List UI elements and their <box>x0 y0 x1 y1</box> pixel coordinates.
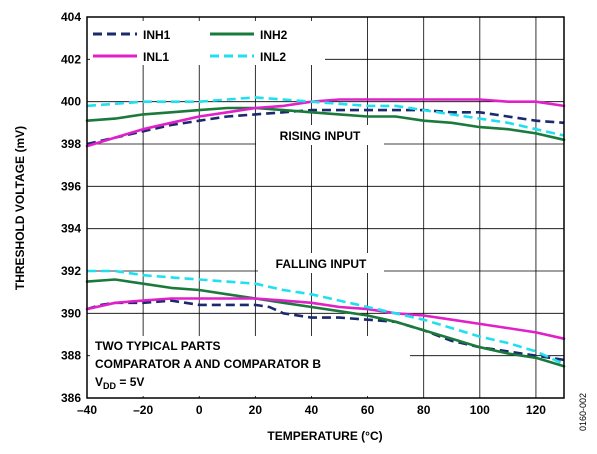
x-tick-label: –20 <box>133 403 153 417</box>
y-tick-label: 404 <box>61 10 81 24</box>
x-tick-label: 20 <box>249 403 263 417</box>
legend-background <box>90 21 325 65</box>
x-tick-label: 100 <box>470 403 490 417</box>
legend-label-inh2: INH2 <box>260 28 288 42</box>
x-tick-label: 60 <box>361 403 375 417</box>
legend: INH1 INH2 INL1 INL2 <box>90 21 325 65</box>
falling-label-background <box>258 253 384 273</box>
falling-input-label: FALLING INPUT <box>276 257 367 271</box>
y-tick-label: 400 <box>61 95 81 109</box>
figure-id: 0160-002 <box>578 393 588 431</box>
note-rest: = 5V <box>116 375 144 389</box>
y-tick-label: 392 <box>61 264 81 278</box>
series-line-inh2 <box>85 106 566 142</box>
x-tick-label: 0 <box>196 403 203 417</box>
y-axis-title: THRESHOLD VOLTAGE (mV) <box>13 126 27 290</box>
y-tick-label: 394 <box>61 222 81 236</box>
note-line-1: TWO TYPICAL PARTS <box>95 339 221 353</box>
x-axis-title: TEMPERATURE (°C) <box>267 429 382 443</box>
note-v: V <box>95 375 103 389</box>
series-line-inl1 <box>85 98 566 148</box>
y-tick-label: 398 <box>61 137 81 151</box>
y-tick-label: 402 <box>61 52 81 66</box>
legend-label-inh1: INH1 <box>143 28 171 42</box>
series-line-inh2 <box>85 278 566 368</box>
y-tick-label: 386 <box>61 391 81 405</box>
x-tick-label: 40 <box>305 403 319 417</box>
note-line-2: COMPARATOR A AND COMPARATOR B <box>95 357 321 371</box>
note-background <box>90 336 410 396</box>
series-lines <box>85 96 566 368</box>
legend-label-inl1: INL1 <box>143 50 169 64</box>
plot-background <box>87 17 564 398</box>
y-tick-label: 390 <box>61 306 81 320</box>
y-tick-label: 396 <box>61 179 81 193</box>
x-tick-label: 120 <box>526 403 546 417</box>
series-line-inl2 <box>87 269 565 366</box>
x-tick-labels: –40 –20 0 20 40 60 80 100 120 <box>77 403 546 417</box>
y-tick-labels: 386 388 390 392 394 396 398 400 402 404 <box>61 10 81 405</box>
rising-label-background <box>256 125 384 145</box>
x-tick-label: 80 <box>417 403 431 417</box>
y-tick-label: 388 <box>61 349 81 363</box>
legend-label-inl2: INL2 <box>260 50 286 64</box>
rising-input-label: RISING INPUT <box>280 129 361 143</box>
note-subscript: DD <box>103 381 116 391</box>
series-line-inl2 <box>86 96 565 137</box>
series-line-inh1 <box>86 108 565 146</box>
note-line-3: VDD = 5V <box>95 375 144 391</box>
x-tick-label: –40 <box>77 403 97 417</box>
plot-frame <box>86 16 565 399</box>
series-line-inl1 <box>85 297 566 340</box>
